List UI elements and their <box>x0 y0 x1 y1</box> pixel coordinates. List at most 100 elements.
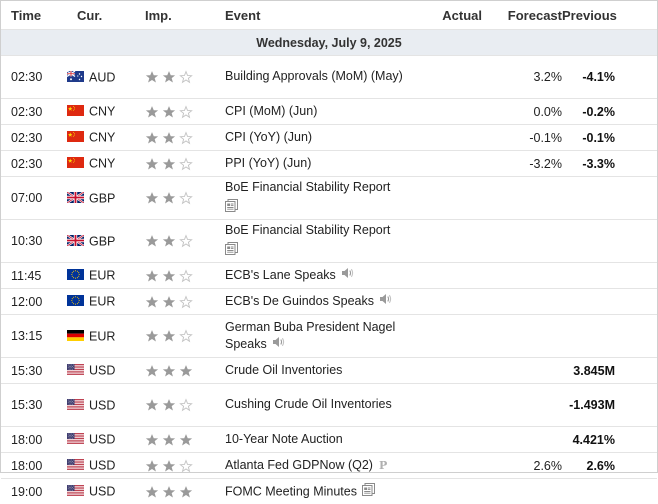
speaker-icon[interactable] <box>341 267 354 284</box>
star-filled-icon <box>162 131 176 145</box>
importance-stars <box>145 398 193 412</box>
event-name[interactable]: CPI (MoM) (Jun) <box>225 104 317 118</box>
us-flag <box>67 485 84 496</box>
event-currency: EUR <box>67 315 135 358</box>
star-filled-icon <box>162 364 176 378</box>
event-previous: -0.1% <box>562 125 657 151</box>
event-name[interactable]: PPI (YoY) (Jun) <box>225 156 311 170</box>
importance-stars <box>145 433 193 447</box>
event-currency: GBP <box>67 177 135 220</box>
importance-stars <box>145 234 193 248</box>
event-currency: USD <box>67 427 135 453</box>
event-name[interactable]: BoE Financial Stability Report <box>225 180 390 194</box>
importance-stars <box>145 295 193 309</box>
event-name[interactable]: FOMC Meeting Minutes <box>225 484 357 498</box>
speaker-icon[interactable] <box>272 336 285 353</box>
star-empty-icon <box>179 398 193 412</box>
currency-code: USD <box>89 433 115 447</box>
star-filled-icon <box>162 459 176 473</box>
gb-flag <box>67 235 84 246</box>
event-name[interactable]: 10-Year Note Auction <box>225 432 343 446</box>
event-currency: USD <box>67 453 135 479</box>
event-name[interactable]: Atlanta Fed GDPNow (Q2) <box>225 458 373 472</box>
importance-stars <box>145 485 193 499</box>
preliminary-icon[interactable]: P <box>379 457 387 474</box>
importance-stars <box>145 105 193 119</box>
event-importance <box>135 56 225 99</box>
event-name[interactable]: ECB's De Guindos Speaks <box>225 294 374 308</box>
event-actual <box>417 358 492 384</box>
event-previous: -3.3% <box>562 151 657 177</box>
event-importance <box>135 263 225 289</box>
event-time: 02:30 <box>1 151 67 177</box>
star-filled-icon <box>145 459 159 473</box>
star-filled-icon <box>179 485 193 499</box>
event-forecast <box>492 427 562 453</box>
event-forecast: 0.0% <box>492 99 562 125</box>
col-time[interactable]: Time <box>1 1 67 30</box>
event-time: 18:00 <box>1 453 67 479</box>
eu-flag <box>67 269 84 280</box>
col-previous[interactable]: Previous <box>562 1 657 30</box>
event-previous <box>562 177 657 220</box>
event-importance <box>135 151 225 177</box>
event-previous: 4.421% <box>562 427 657 453</box>
event-importance <box>135 220 225 263</box>
star-filled-icon <box>162 157 176 171</box>
currency-code: GBP <box>89 234 115 248</box>
event-cell: Atlanta Fed GDPNow (Q2) P <box>225 453 417 479</box>
report-icon[interactable] <box>225 199 411 217</box>
col-importance[interactable]: Imp. <box>135 1 225 30</box>
event-actual <box>417 177 492 220</box>
event-currency: USD <box>67 384 135 427</box>
event-cell: ECB's De Guindos Speaks <box>225 289 417 315</box>
event-cell: BoE Financial Stability Report <box>225 177 417 220</box>
speaker-icon[interactable] <box>379 293 392 310</box>
event-previous <box>562 263 657 289</box>
event-cell: CPI (MoM) (Jun) <box>225 99 417 125</box>
star-filled-icon <box>145 191 159 205</box>
event-name[interactable]: Crude Oil Inventories <box>225 363 342 377</box>
currency-code: EUR <box>89 295 115 309</box>
col-forecast[interactable]: Forecast <box>492 1 562 30</box>
col-currency[interactable]: Cur. <box>67 1 135 30</box>
report-icon[interactable] <box>225 242 411 260</box>
event-previous: 3.845M <box>562 358 657 384</box>
event-name[interactable]: Cushing Crude Oil Inventories <box>225 398 392 412</box>
event-name[interactable]: CPI (YoY) (Jun) <box>225 130 312 144</box>
event-name[interactable]: ECB's Lane Speaks <box>225 268 336 282</box>
report-icon[interactable] <box>362 483 375 501</box>
col-event[interactable]: Event <box>225 1 417 30</box>
star-filled-icon <box>145 70 159 84</box>
us-flag <box>67 399 84 410</box>
event-previous: -1.493M <box>562 384 657 427</box>
col-actual[interactable]: Actual <box>417 1 492 30</box>
star-filled-icon <box>162 269 176 283</box>
event-name[interactable]: BoE Financial Stability Report <box>225 223 390 237</box>
star-filled-icon <box>145 269 159 283</box>
currency-code: USD <box>89 459 115 473</box>
event-previous: -4.1% <box>562 56 657 99</box>
event-importance <box>135 384 225 427</box>
star-filled-icon <box>145 364 159 378</box>
event-previous: -0.2% <box>562 99 657 125</box>
star-filled-icon <box>162 485 176 499</box>
event-name[interactable]: German Buba President Nagel Speaks <box>225 320 395 351</box>
event-name[interactable]: Building Approvals (MoM) (May) <box>225 70 403 84</box>
star-filled-icon <box>179 433 193 447</box>
